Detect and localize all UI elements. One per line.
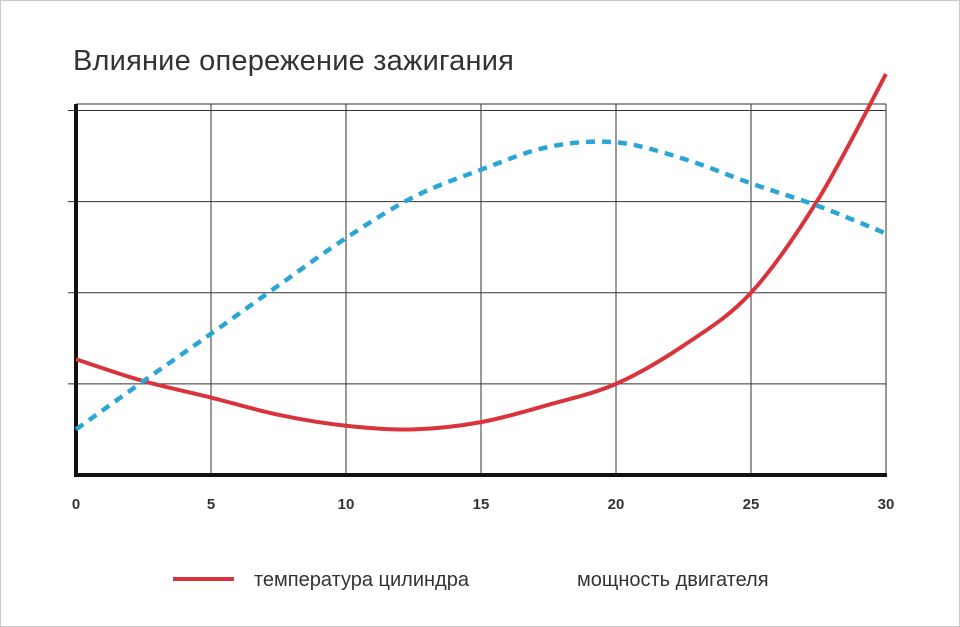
- axes: [74, 104, 887, 477]
- legend: температура цилиндра мощность двигателя: [173, 569, 769, 591]
- legend-label-temperature: температура цилиндра: [254, 569, 470, 591]
- x-tick-label: 5: [207, 496, 215, 513]
- x-tick-label: 15: [473, 496, 490, 513]
- series-lines: [74, 73, 888, 432]
- series-line-power: [74, 139, 887, 432]
- x-tick-label: 20: [608, 496, 625, 513]
- legend-label-power: мощность двигателя: [577, 569, 769, 591]
- x-tick-label: 0: [72, 496, 80, 513]
- chart-title: Влияние опережение зажигания: [73, 45, 514, 77]
- x-tick-labels: 0 5 10 15 20 25 30: [72, 496, 895, 513]
- series-line-temperature: [75, 73, 888, 432]
- x-tick-label: 30: [878, 496, 895, 513]
- x-tick-label: 25: [743, 496, 760, 513]
- x-tick-label: 10: [338, 496, 355, 513]
- grid: [68, 103, 887, 475]
